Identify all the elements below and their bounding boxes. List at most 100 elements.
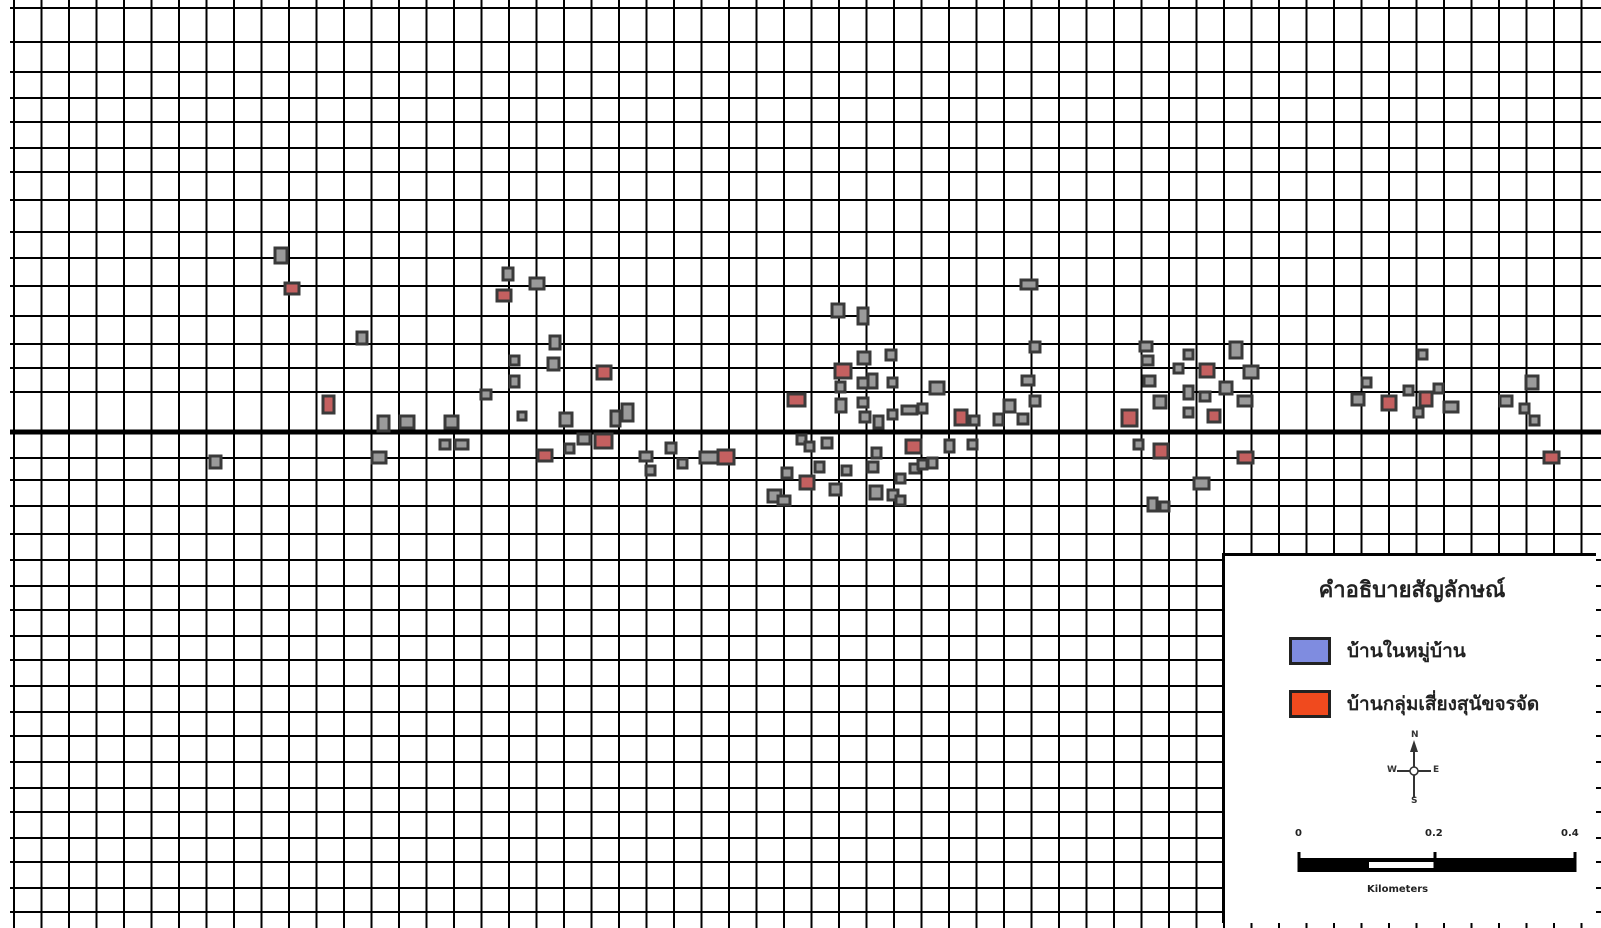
building-footprint	[716, 448, 736, 466]
map-grid	[10, 0, 1601, 928]
scale-bar: 0 0.2 0.4 Kilometers	[1295, 828, 1585, 918]
building-footprint	[828, 482, 843, 497]
legend-swatch-village-house	[1289, 637, 1331, 665]
building-footprint	[501, 266, 515, 282]
building-footprint	[1120, 408, 1139, 428]
building-footprint	[820, 436, 834, 450]
legend-label: บ้านกลุ่มเสี่ยงสุนัขจรจัด	[1347, 693, 1540, 715]
building-footprint	[1416, 348, 1429, 361]
building-footprint	[1498, 394, 1514, 408]
legend-item-at-risk-house: บ้านกลุ่มเสี่ยงสุนัขจรจัด	[1289, 689, 1539, 719]
building-footprint	[398, 414, 416, 430]
building-footprint	[546, 356, 561, 372]
building-footprint	[1380, 394, 1398, 412]
building-footprint	[1206, 408, 1222, 424]
north-label: N	[1411, 730, 1419, 740]
building-footprint	[968, 414, 981, 427]
building-footprint	[370, 450, 388, 465]
building-footprint	[1528, 414, 1541, 427]
building-footprint	[1524, 374, 1540, 391]
building-footprint	[508, 354, 521, 367]
building-footprint	[886, 376, 899, 389]
east-label: E	[1433, 765, 1440, 775]
scale-tick-label: 0	[1295, 828, 1302, 839]
legend-title: คำอธิบายสัญลักษณ์	[1318, 578, 1506, 603]
building-footprint	[1418, 390, 1434, 408]
building-footprint	[355, 330, 369, 346]
building-footprint	[870, 446, 883, 460]
building-footprint	[795, 433, 808, 446]
building-footprint	[676, 457, 689, 470]
building-footprint	[1442, 400, 1460, 414]
building-footprint	[904, 438, 923, 455]
building-footprint	[1019, 278, 1039, 291]
building-footprint	[283, 281, 301, 296]
building-footprint	[376, 414, 391, 433]
building-footprint	[966, 438, 979, 451]
building-footprint	[1028, 340, 1042, 354]
building-footprint	[776, 494, 792, 507]
building-footprint	[595, 364, 613, 381]
building-footprint	[593, 432, 614, 450]
building-footprint	[536, 448, 554, 463]
building-footprint	[894, 472, 907, 485]
building-footprint	[1228, 340, 1244, 360]
building-footprint	[1142, 374, 1157, 388]
building-footprint	[528, 276, 546, 291]
building-footprint	[992, 412, 1005, 427]
building-footprint	[834, 380, 847, 394]
building-footprint	[926, 456, 939, 470]
building-footprint	[443, 414, 460, 430]
building-footprint	[780, 466, 794, 480]
scale-tick-label: 0.4	[1561, 828, 1579, 839]
building-footprint	[548, 334, 562, 351]
building-footprints	[208, 246, 1561, 513]
building-footprint	[798, 474, 816, 491]
building-footprint	[1182, 406, 1195, 419]
building-footprint	[866, 372, 879, 390]
building-footprint	[1192, 476, 1211, 491]
building-footprint	[1016, 412, 1030, 426]
building-footprint	[638, 450, 654, 463]
building-footprint	[1198, 390, 1212, 403]
building-footprint	[1402, 384, 1415, 397]
building-footprint	[698, 450, 720, 465]
west-label: W	[1387, 765, 1397, 775]
building-footprint	[321, 394, 336, 415]
scale-unit-label: Kilometers	[1367, 884, 1429, 895]
building-footprint	[1432, 382, 1445, 395]
building-footprint	[208, 454, 223, 470]
building-footprint	[856, 350, 872, 366]
building-footprint	[900, 404, 919, 416]
building-footprint	[644, 464, 657, 477]
building-footprint	[495, 288, 513, 303]
building-footprint	[1236, 450, 1255, 465]
building-footprint	[576, 432, 592, 446]
building-footprint	[1152, 394, 1168, 410]
building-footprint	[609, 409, 622, 428]
building-footprint	[479, 388, 493, 401]
building-footprint	[1412, 406, 1425, 419]
building-footprint	[508, 374, 521, 389]
north-arrow-icon: N S E W	[1387, 730, 1440, 806]
building-footprint	[1182, 384, 1195, 401]
building-footprint	[664, 441, 678, 455]
building-footprint	[840, 464, 853, 477]
building-footprint	[830, 302, 846, 319]
building-footprint	[866, 460, 880, 474]
building-footprint	[438, 438, 452, 451]
building-footprint	[1542, 450, 1561, 465]
building-footprint	[894, 494, 907, 507]
building-footprint	[1182, 348, 1195, 361]
building-footprint	[1360, 376, 1373, 389]
building-footprint	[273, 246, 289, 265]
building-footprint	[803, 440, 816, 453]
building-footprint	[872, 414, 885, 430]
building-footprint	[1152, 442, 1170, 460]
building-footprint	[943, 438, 956, 454]
building-footprint	[1138, 340, 1154, 353]
building-footprint	[834, 397, 848, 414]
building-footprint	[916, 458, 929, 471]
building-footprint	[868, 484, 884, 501]
building-footprint	[1350, 392, 1366, 407]
